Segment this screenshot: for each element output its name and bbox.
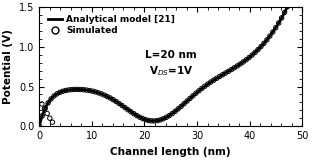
Point (105, 95, 110, 98)
Point (117, 102, 122, 105)
Point (264, 39, 269, 41)
Point (39, 103, 44, 105)
Point (211, 79, 216, 81)
Point (202, 85, 207, 88)
Point (63, 89, 68, 92)
Point (45, 112, 50, 115)
Point (288, 0, 293, 1)
Point (193, 92, 198, 95)
Point (176, 108, 181, 110)
Point (96, 92, 101, 94)
Point (179, 105, 184, 108)
Point (205, 83, 210, 85)
Point (258, 45, 263, 48)
Text: V$_{DS}$=1V: V$_{DS}$=1V (149, 65, 193, 78)
Point (282, 11, 287, 14)
Point (55, 93, 60, 95)
Point (51, 95, 56, 97)
X-axis label: Channel length (nm): Channel length (nm) (110, 147, 231, 156)
Point (75, 88, 80, 91)
Point (102, 94, 107, 96)
Text: L=20 nm: L=20 nm (145, 50, 197, 60)
Point (37, 125, 42, 127)
Point (90, 90, 95, 92)
Point (69, 88, 74, 91)
Point (84, 89, 89, 91)
Point (129, 110, 134, 113)
Point (49, 98, 54, 100)
Point (256, 48, 261, 51)
Point (123, 106, 128, 109)
Point (285, 5, 290, 8)
Point (273, 26, 278, 29)
Point (196, 90, 201, 92)
Point (252, 51, 257, 54)
Point (81, 88, 86, 91)
Point (250, 54, 255, 56)
Point (208, 81, 213, 83)
Point (235, 65, 240, 67)
Point (279, 17, 284, 19)
Point (111, 98, 116, 101)
Point (137, 116, 142, 118)
Point (267, 35, 272, 37)
Point (140, 117, 145, 120)
Point (220, 73, 225, 76)
Point (170, 112, 175, 115)
Point (190, 95, 195, 97)
Point (66, 89, 71, 91)
Point (108, 97, 113, 99)
Point (72, 88, 77, 91)
Point (261, 42, 266, 45)
Point (214, 77, 219, 80)
Point (247, 56, 252, 59)
Point (244, 59, 249, 61)
Point (185, 100, 190, 102)
Point (43, 107, 48, 110)
Point (164, 116, 169, 119)
Point (47, 117, 52, 120)
Point (188, 97, 193, 100)
Point (152, 120, 157, 122)
Point (99, 93, 104, 95)
Point (232, 67, 237, 69)
Point (134, 114, 139, 117)
Point (40, 115, 45, 117)
Point (87, 89, 92, 92)
Point (155, 119, 160, 122)
Point (223, 72, 228, 74)
Point (270, 31, 275, 33)
Point (50, 121, 55, 123)
Point (61, 90, 66, 92)
Point (241, 61, 246, 63)
Point (131, 112, 136, 115)
Point (146, 119, 151, 122)
Point (229, 68, 234, 71)
Point (167, 114, 172, 117)
Point (46, 102, 51, 104)
Point (42, 107, 47, 110)
Point (57, 91, 62, 94)
Point (149, 120, 154, 122)
Point (199, 87, 204, 90)
Point (119, 104, 124, 107)
Point (114, 100, 119, 103)
Point (158, 119, 163, 121)
Point (93, 91, 98, 93)
Point (78, 88, 83, 91)
Y-axis label: Potential (V): Potential (V) (3, 29, 13, 104)
Point (173, 110, 178, 113)
Legend: Analytical model [21], Simulated: Analytical model [21], Simulated (46, 13, 177, 37)
Point (217, 75, 222, 78)
Point (125, 108, 130, 111)
Point (143, 118, 148, 121)
Point (161, 117, 166, 120)
Point (182, 102, 187, 105)
Point (276, 22, 281, 24)
Point (238, 63, 243, 65)
Point (226, 70, 231, 73)
